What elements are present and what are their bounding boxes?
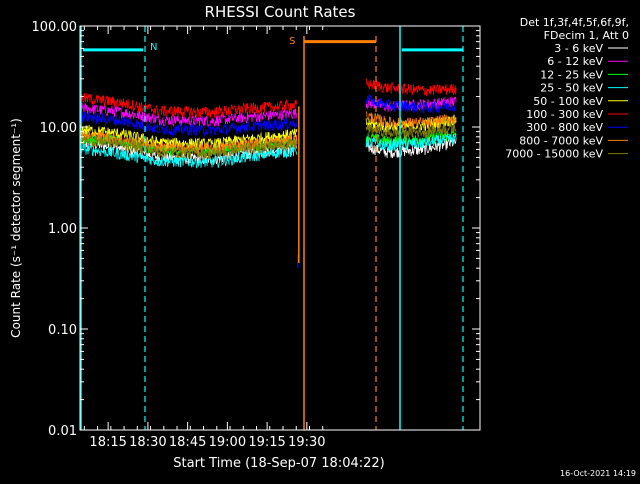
legend-entry-6: 300 - 800 keV	[526, 121, 603, 134]
legend-entry-7: 800 - 7000 keV	[519, 134, 603, 147]
data-series-group	[79, 78, 457, 269]
series-line-6-seg-0	[79, 111, 298, 138]
x-tick-label-2: 18:45	[169, 435, 206, 450]
series-6	[79, 94, 457, 138]
series-line-8-seg-0	[79, 134, 298, 160]
marker-label-s: S	[289, 36, 295, 47]
marker-label-n: N	[150, 42, 157, 53]
series-line-3-seg-1	[365, 133, 457, 152]
legend-entry-4: 50 - 100 keV	[533, 95, 603, 108]
y-axis-label: Count Rate (s⁻¹ detector segment⁻¹)	[9, 118, 23, 338]
legend-entry-8: 7000 - 15000 keV	[505, 148, 603, 161]
series-5	[79, 78, 457, 118]
x-tick-label-3: 19:00	[209, 435, 246, 450]
series-line-8-seg-1	[365, 122, 457, 139]
series-line-5-seg-1	[365, 78, 457, 97]
series-line-6-seg-1	[365, 94, 457, 115]
timestamp: 16-Oct-2021 14:19	[560, 469, 636, 478]
legend-header-line-2: FDecim 1, Att 0	[544, 29, 629, 42]
chart-title: RHESSI Count Rates	[205, 3, 356, 21]
y-tick-label-4: 0.01	[48, 424, 77, 439]
legend-entry-5: 100 - 300 keV	[526, 108, 603, 121]
y-tick-label-1: 10.00	[40, 121, 77, 136]
legend-entry-2: 12 - 25 keV	[540, 68, 603, 81]
series-8	[79, 122, 457, 160]
legend-header-line-1: Det 1f,3f,4f,5f,6f,9f,	[520, 16, 629, 29]
legend-entry-3: 25 - 50 keV	[540, 82, 603, 95]
series-line-5-seg-0	[79, 92, 298, 118]
y-tick-label-0: 100.00	[32, 20, 78, 35]
y-tick-label-2: 1.00	[48, 222, 77, 237]
x-tick-label-1: 18:30	[129, 435, 166, 450]
x-tick-label-0: 18:15	[89, 435, 126, 450]
attenuator-markers-group: NS	[80, 26, 464, 430]
legend-entry-1: 6 - 12 keV	[547, 55, 603, 68]
y-tick-label-3: 0.10	[48, 323, 77, 338]
legend-entry-0: 3 - 6 keV	[554, 42, 603, 55]
x-tick-label-4: 19:15	[248, 435, 285, 450]
series-line-4-seg-0	[79, 124, 298, 150]
x-axis-label: Start Time (18-Sep-07 18:04:22)	[173, 456, 384, 471]
x-tick-label-5: 19:30	[288, 435, 325, 450]
